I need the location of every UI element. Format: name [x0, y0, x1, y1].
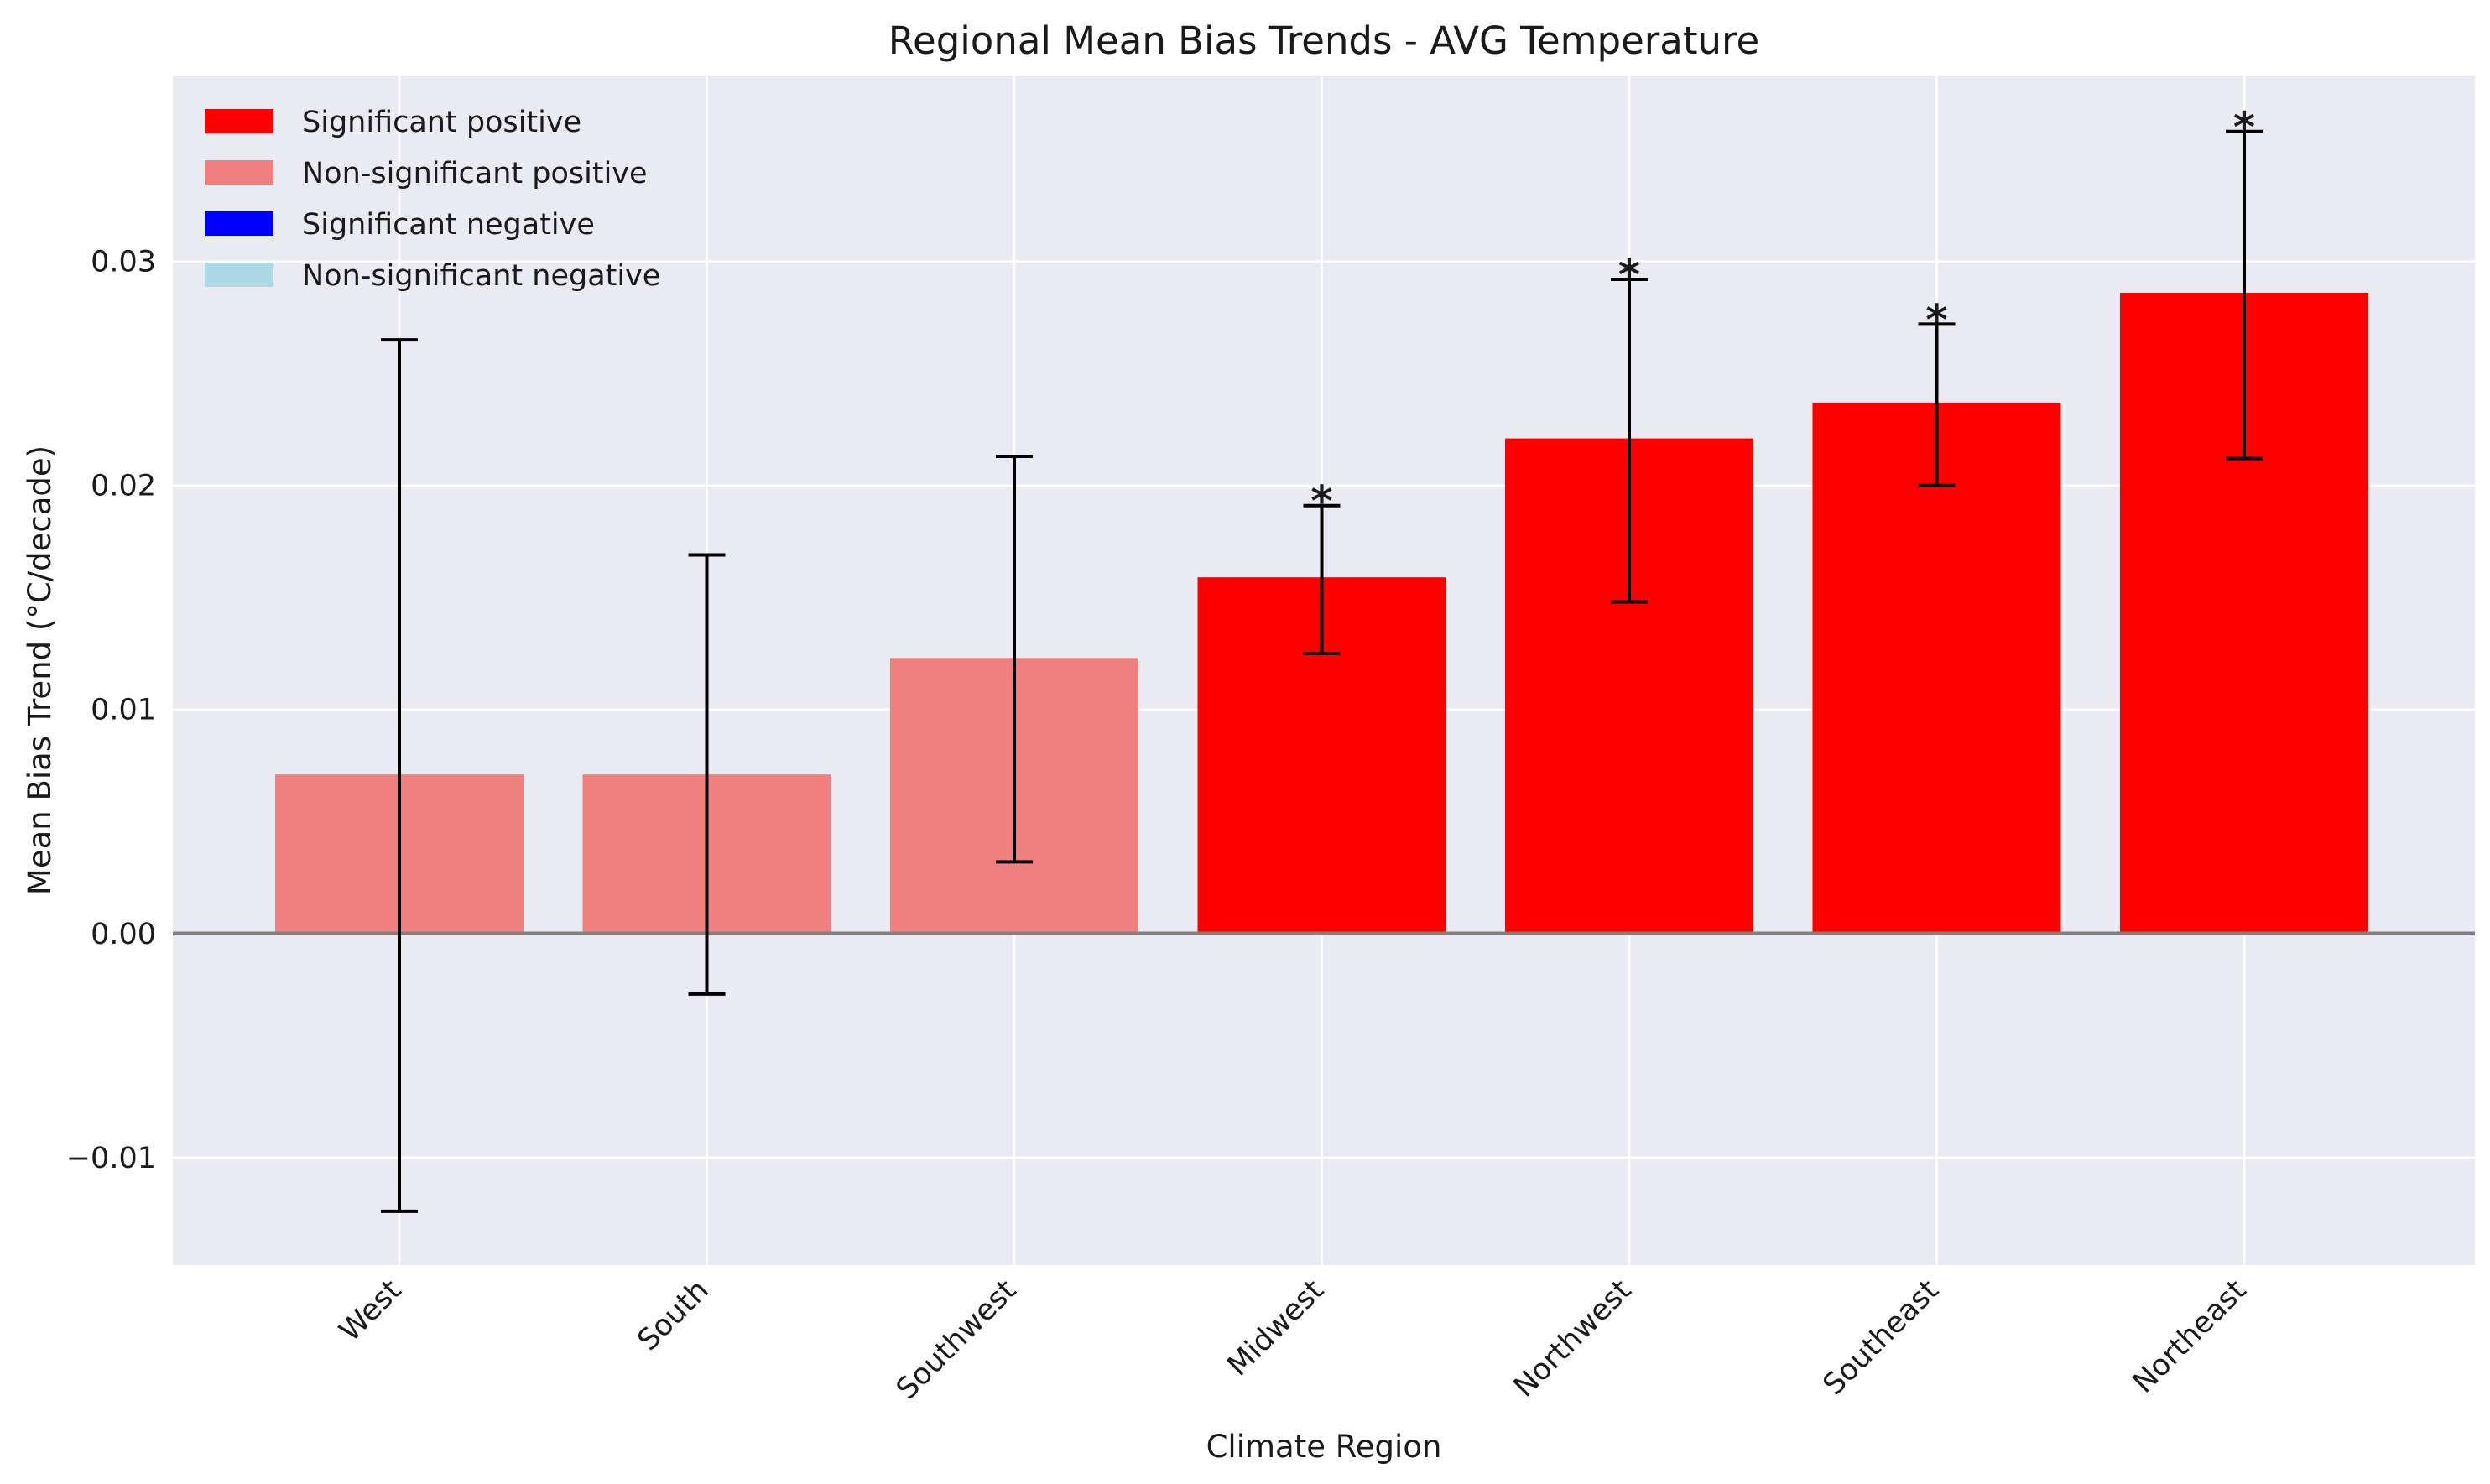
x-tick-label: West	[333, 1273, 408, 1348]
x-tick-label: Northeast	[2127, 1273, 2253, 1400]
y-tick-label: 0.03	[91, 246, 156, 279]
x-tick-label: Northwest	[1508, 1273, 1638, 1404]
y-tick-labels: −0.01 0.00 0.01 0.02 0.03	[66, 246, 156, 1175]
legend-swatch	[205, 263, 273, 287]
legend-label: Significant positive	[302, 106, 581, 139]
error-bars	[381, 129, 2263, 1213]
significance-marker: *	[1925, 295, 1947, 344]
significance-markers: * * * *	[1310, 103, 2255, 526]
y-tick-label: −0.01	[66, 1142, 156, 1175]
x-axis-title: Climate Region	[1206, 1429, 1442, 1465]
legend-label: Non-significant negative	[302, 259, 660, 293]
x-tick-labels: West South Southwest Midwest Northwest Southe…	[333, 1273, 2253, 1406]
bar	[1812, 402, 2061, 934]
y-tick-label: 0.01	[91, 694, 156, 727]
x-tick-label: South	[632, 1273, 716, 1357]
significance-marker: *	[2233, 103, 2255, 152]
bars	[275, 293, 2368, 934]
significance-marker: *	[1618, 251, 1640, 299]
x-tick-label: Southwest	[890, 1273, 1023, 1406]
legend-label: Significant negative	[302, 208, 595, 242]
legend-swatch	[205, 160, 273, 185]
y-tick-label: 0.00	[91, 918, 156, 951]
y-axis-title: Mean Bias Trend (°C/decade)	[22, 445, 58, 895]
x-tick-label: Southeast	[1817, 1273, 1946, 1402]
significance-marker: *	[1310, 477, 1332, 526]
legend-swatch	[205, 211, 273, 236]
legend-label: Non-significant positive	[302, 157, 648, 190]
y-tick-label: 0.02	[91, 470, 156, 503]
legend-swatch	[205, 109, 273, 133]
x-tick-label: Midwest	[1222, 1273, 1331, 1382]
legend: Significant positive Non-significant posi…	[205, 106, 660, 293]
chart-title: Regional Mean Bias Trends - AVG Temperat…	[888, 18, 1759, 63]
